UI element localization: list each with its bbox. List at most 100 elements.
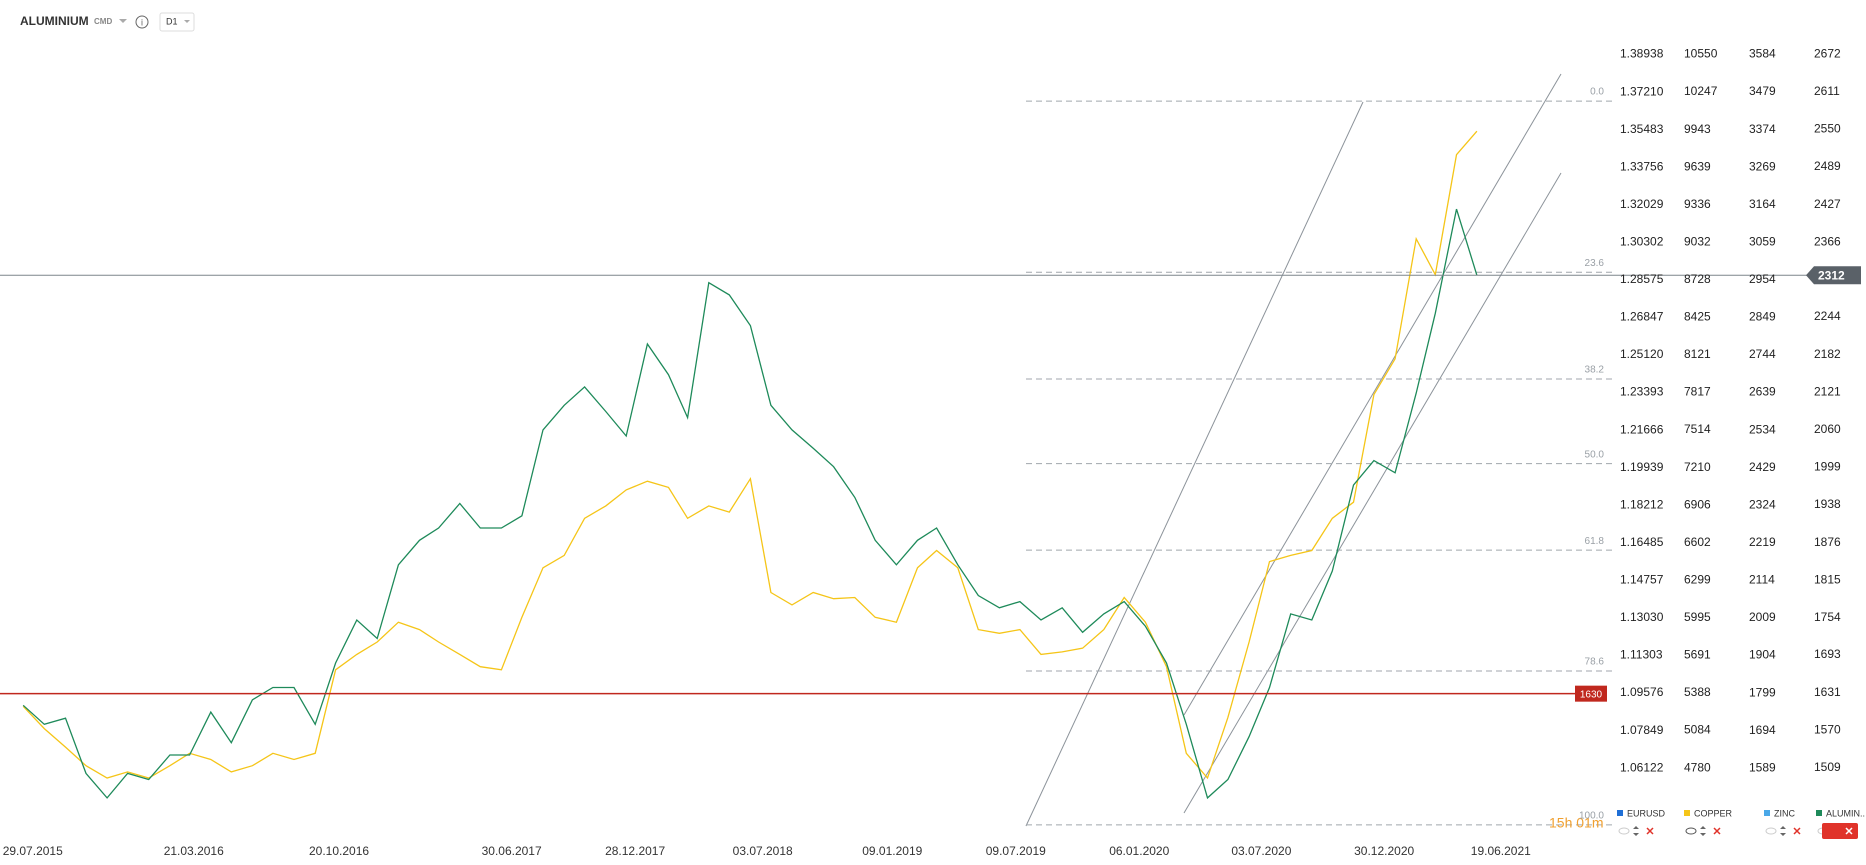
y-tick-label: 1.06122: [1620, 760, 1664, 774]
x-tick-label: 03.07.2020: [1231, 844, 1291, 858]
y-tick-label: 1.19939: [1620, 460, 1664, 474]
legend-label[interactable]: EURUSD: [1627, 808, 1666, 818]
x-tick-label: 09.07.2019: [986, 844, 1046, 858]
legend-eye[interactable]: [1765, 827, 1777, 835]
legend-order[interactable]: [1700, 826, 1706, 836]
x-tick-label: 30.12.2020: [1354, 844, 1414, 858]
legend-remove[interactable]: [1713, 827, 1721, 835]
legend-label[interactable]: ZINC: [1774, 808, 1795, 818]
y-tick-label: 9943: [1684, 122, 1711, 136]
alert-value: 1630: [1580, 689, 1603, 700]
x-tick-label: 29.07.2015: [3, 844, 63, 858]
y-tick-label: 2324: [1749, 497, 1776, 511]
y-tick-label: 2219: [1749, 535, 1776, 549]
y-tick-label: 1999: [1814, 459, 1841, 473]
legend-label[interactable]: COPPER: [1694, 808, 1733, 818]
y-tick-label: 2639: [1749, 385, 1776, 399]
y-tick-label: 4780: [1684, 760, 1711, 774]
legend-order[interactable]: [1780, 826, 1786, 836]
y-tick-label: 1938: [1814, 497, 1841, 511]
x-tick-label: 19.06.2021: [1471, 844, 1531, 858]
fib-label: 78.6: [1585, 657, 1605, 668]
y-tick-label: 1.32029: [1620, 197, 1664, 211]
y-tick-label: 1.38938: [1620, 47, 1664, 61]
y-tick-label: 5388: [1684, 685, 1711, 699]
y-tick-label: 9336: [1684, 197, 1711, 211]
price-badge: [1806, 266, 1861, 285]
y-tick-label: 8425: [1684, 310, 1711, 324]
y-tick-label: 2489: [1814, 159, 1841, 173]
y-tick-label: 2744: [1749, 347, 1776, 361]
legend-remove[interactable]: [1845, 827, 1853, 835]
y-tick-label: 3059: [1749, 234, 1776, 248]
channel-line[interactable]: [1183, 73, 1562, 716]
kind-caret[interactable]: [119, 19, 127, 23]
legend-remove[interactable]: [1646, 827, 1654, 835]
y-tick-label: 8728: [1684, 272, 1711, 286]
price-value: 2312: [1818, 268, 1845, 282]
x-tick-label: 28.12.2017: [605, 844, 665, 858]
x-tick-label: 06.01.2020: [1109, 844, 1169, 858]
y-tick-label: 3164: [1749, 197, 1776, 211]
legend-order[interactable]: [1633, 826, 1639, 836]
y-tick-label: 3374: [1749, 122, 1776, 136]
y-tick-label: 1.14757: [1620, 573, 1664, 587]
legend-swatch[interactable]: [1764, 810, 1770, 816]
y-tick-label: 6299: [1684, 572, 1711, 586]
fib-label: 0.0: [1590, 87, 1604, 98]
info-icon[interactable]: [135, 15, 149, 29]
y-tick-label: 1799: [1749, 685, 1776, 699]
y-tick-label: 3269: [1749, 159, 1776, 173]
y-tick-label: 1876: [1814, 535, 1841, 549]
legend-swatch[interactable]: [1816, 810, 1822, 816]
legend-eye[interactable]: [1618, 827, 1630, 835]
instrument-kind[interactable]: CMD: [94, 17, 112, 26]
interval: D1: [166, 16, 178, 26]
y-tick-label: 1.09576: [1620, 685, 1664, 699]
legend-swatch[interactable]: [1617, 810, 1623, 816]
y-tick-label: 5084: [1684, 723, 1711, 737]
y-tick-label: 1.11303: [1620, 648, 1663, 662]
series-line: [22, 130, 1478, 780]
legend-remove-box[interactable]: [1822, 823, 1858, 839]
y-tick-label: 1.37210: [1620, 84, 1664, 98]
channel-line[interactable]: [1183, 172, 1562, 814]
info-i: i: [141, 17, 143, 27]
y-tick-label: 2060: [1814, 422, 1841, 436]
y-tick-label: 1.07849: [1620, 723, 1664, 737]
y-tick-label: 2611: [1814, 84, 1840, 98]
alert-badge: [1575, 685, 1607, 702]
legend-eye[interactable]: [1685, 827, 1697, 835]
fib-label: 100.0: [1579, 811, 1604, 822]
y-tick-label: 5691: [1684, 648, 1711, 662]
y-tick-label: 7817: [1684, 385, 1711, 399]
x-tick-label: 21.03.2016: [164, 844, 224, 858]
y-tick-label: 2550: [1814, 121, 1841, 135]
y-tick-label: 1904: [1749, 648, 1776, 662]
x-tick-label: 30.06.2017: [482, 844, 542, 858]
channel-line[interactable]: [1025, 101, 1364, 827]
interval-select[interactable]: [159, 12, 195, 32]
y-tick-label: 2366: [1814, 234, 1841, 248]
y-tick-label: 1.30302: [1620, 235, 1664, 249]
legend-remove[interactable]: [1793, 827, 1801, 835]
y-tick-label: 2429: [1749, 460, 1776, 474]
legend-swatch[interactable]: [1684, 810, 1690, 816]
y-tick-label: 7514: [1684, 422, 1711, 436]
fib-label: 38.2: [1585, 365, 1605, 376]
y-tick-label: 9032: [1684, 234, 1711, 248]
y-tick-label: 2672: [1814, 47, 1841, 61]
y-tick-label: 1.33756: [1620, 159, 1664, 173]
x-tick-label: 03.07.2018: [733, 844, 793, 858]
y-tick-label: 6906: [1684, 497, 1711, 511]
x-tick-label: 09.01.2019: [862, 844, 922, 858]
y-tick-label: 1.23393: [1620, 385, 1664, 399]
y-tick-label: 1.16485: [1620, 535, 1664, 549]
y-tick-label: 2121: [1814, 385, 1841, 399]
y-tick-label: 2849: [1749, 310, 1776, 324]
y-tick-label: 1.28575: [1620, 272, 1664, 286]
legend-label[interactable]: ALUMIN..: [1826, 808, 1865, 818]
y-tick-label: 1570: [1814, 723, 1841, 737]
y-tick-label: 10247: [1684, 84, 1718, 98]
